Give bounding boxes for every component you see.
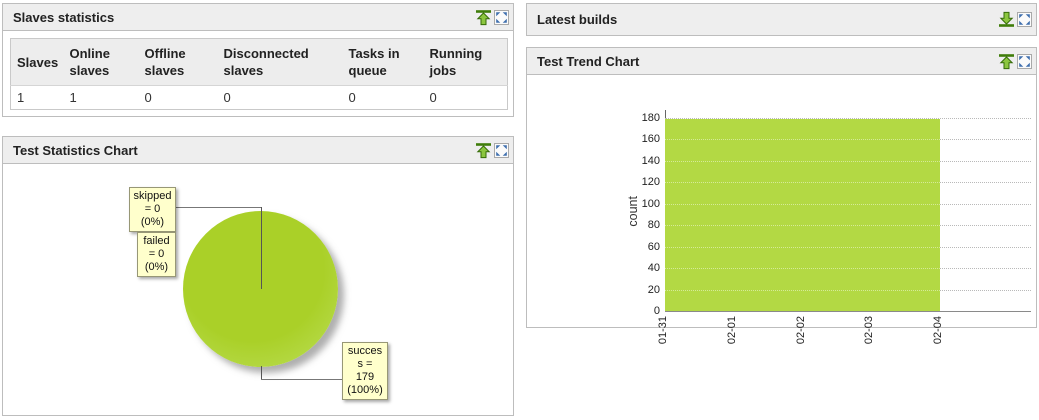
col-header-online-slaves: Online slaves: [63, 38, 139, 86]
gridline-overlay: [665, 290, 940, 291]
y-tick-label: 140: [641, 154, 660, 167]
y-tick-label: 180: [641, 112, 660, 124]
y-tick-label: 160: [641, 133, 660, 146]
x-tick-label: 02-04: [932, 316, 944, 345]
y-tick-label: 120: [641, 176, 660, 189]
maximize-portlet-icon[interactable]: [1017, 53, 1032, 69]
area-chart: count 0 20 40 60 80 100 120 140 160 180: [527, 75, 1036, 344]
gridline-overlay: [665, 161, 940, 162]
x-tick-label: 02-03: [863, 316, 875, 345]
gridline-overlay: [665, 139, 940, 140]
portlet-title: Latest builds: [537, 12, 618, 27]
pie-slice-success: [183, 211, 338, 367]
portlet-header: Latest builds: [527, 4, 1036, 35]
trend-area-fill: [665, 119, 940, 311]
y-tick-label: 20: [647, 283, 660, 296]
col-header-slaves: Slaves: [10, 38, 64, 86]
cell-offline-slaves: 0: [138, 85, 218, 110]
cell-disconnected-slaves: 0: [217, 85, 343, 110]
col-header-disconnected-slaves: Disconnected slaves: [217, 38, 343, 86]
gridline-overlay: [665, 225, 940, 226]
portlet-header: Test Trend Chart: [527, 48, 1036, 75]
portlet-header: Slaves statistics: [3, 4, 513, 31]
gridline: [665, 118, 1031, 119]
x-axis-line: [665, 311, 1031, 312]
pie-label-failed: failed = 0 (0%): [137, 232, 176, 277]
expand-portlet-icon[interactable]: [998, 11, 1015, 28]
portlet-test-statistics-chart: Test Statistics Chart: [2, 136, 514, 416]
callout-line-success-vertical: [261, 366, 262, 379]
pie-radius-line: [261, 207, 262, 289]
pie-label-success: succes s = 179 (100%): [342, 342, 388, 400]
gridline-overlay: [665, 268, 940, 269]
cell-slaves: 1: [10, 85, 64, 110]
portlet-test-trend-chart: Test Trend Chart count 0 20: [526, 47, 1037, 344]
portlet-latest-builds: Latest builds: [526, 3, 1037, 36]
callout-line-skipped: [173, 207, 261, 208]
y-tick-label: 80: [647, 219, 660, 232]
collapse-portlet-icon[interactable]: [475, 9, 492, 26]
x-tick-label: 02-02: [795, 316, 807, 345]
slaves-statistics-table: Slaves Online slaves Offline slaves Disc…: [10, 38, 508, 110]
y-tick-label: 100: [641, 197, 660, 210]
portlet-title: Test Trend Chart: [537, 53, 640, 69]
col-header-running-jobs: Running jobs: [423, 38, 508, 86]
portlet-header: Test Statistics Chart: [3, 137, 513, 164]
y-tick-label: 40: [647, 262, 660, 275]
y-axis-tick-labels: 0 20 40 60 80 100 120 140 160 180: [620, 111, 660, 318]
cell-running-jobs: 0: [423, 85, 508, 110]
cell-tasks-in-queue: 0: [342, 85, 424, 110]
table-row: 1 1 0 0 0 0: [10, 85, 508, 110]
x-tick-label: 01-31: [657, 316, 669, 345]
y-axis-end-tick: [665, 110, 666, 118]
portlet-title: Slaves statistics: [13, 9, 115, 25]
maximize-portlet-icon[interactable]: [494, 142, 509, 158]
y-tick-label: 60: [647, 240, 660, 253]
pie-label-skipped: skipped = 0 (0%): [129, 187, 176, 232]
maximize-portlet-icon[interactable]: [1017, 12, 1032, 27]
callout-line-success-horizontal: [261, 379, 344, 380]
y-tick-label: 0: [653, 304, 660, 317]
portlet-title: Test Statistics Chart: [13, 142, 138, 158]
plot-area: [665, 118, 1031, 311]
x-tick-label: 02-01: [726, 316, 738, 345]
collapse-portlet-icon[interactable]: [475, 142, 492, 159]
gridline-overlay: [665, 182, 940, 183]
pie-chart: skipped = 0 (0%) failed = 0 (0%) succes …: [3, 164, 513, 415]
table-header-row: Slaves Online slaves Offline slaves Disc…: [10, 38, 508, 86]
gridline-overlay: [665, 204, 940, 205]
maximize-portlet-icon[interactable]: [494, 9, 509, 25]
col-header-tasks-in-queue: Tasks in queue: [342, 38, 424, 86]
gridline-overlay: [665, 247, 940, 248]
portlet-slaves-statistics: Slaves statistics: [2, 3, 514, 117]
collapse-portlet-icon[interactable]: [998, 53, 1015, 70]
cell-online-slaves: 1: [63, 85, 139, 110]
col-header-offline-slaves: Offline slaves: [138, 38, 218, 86]
